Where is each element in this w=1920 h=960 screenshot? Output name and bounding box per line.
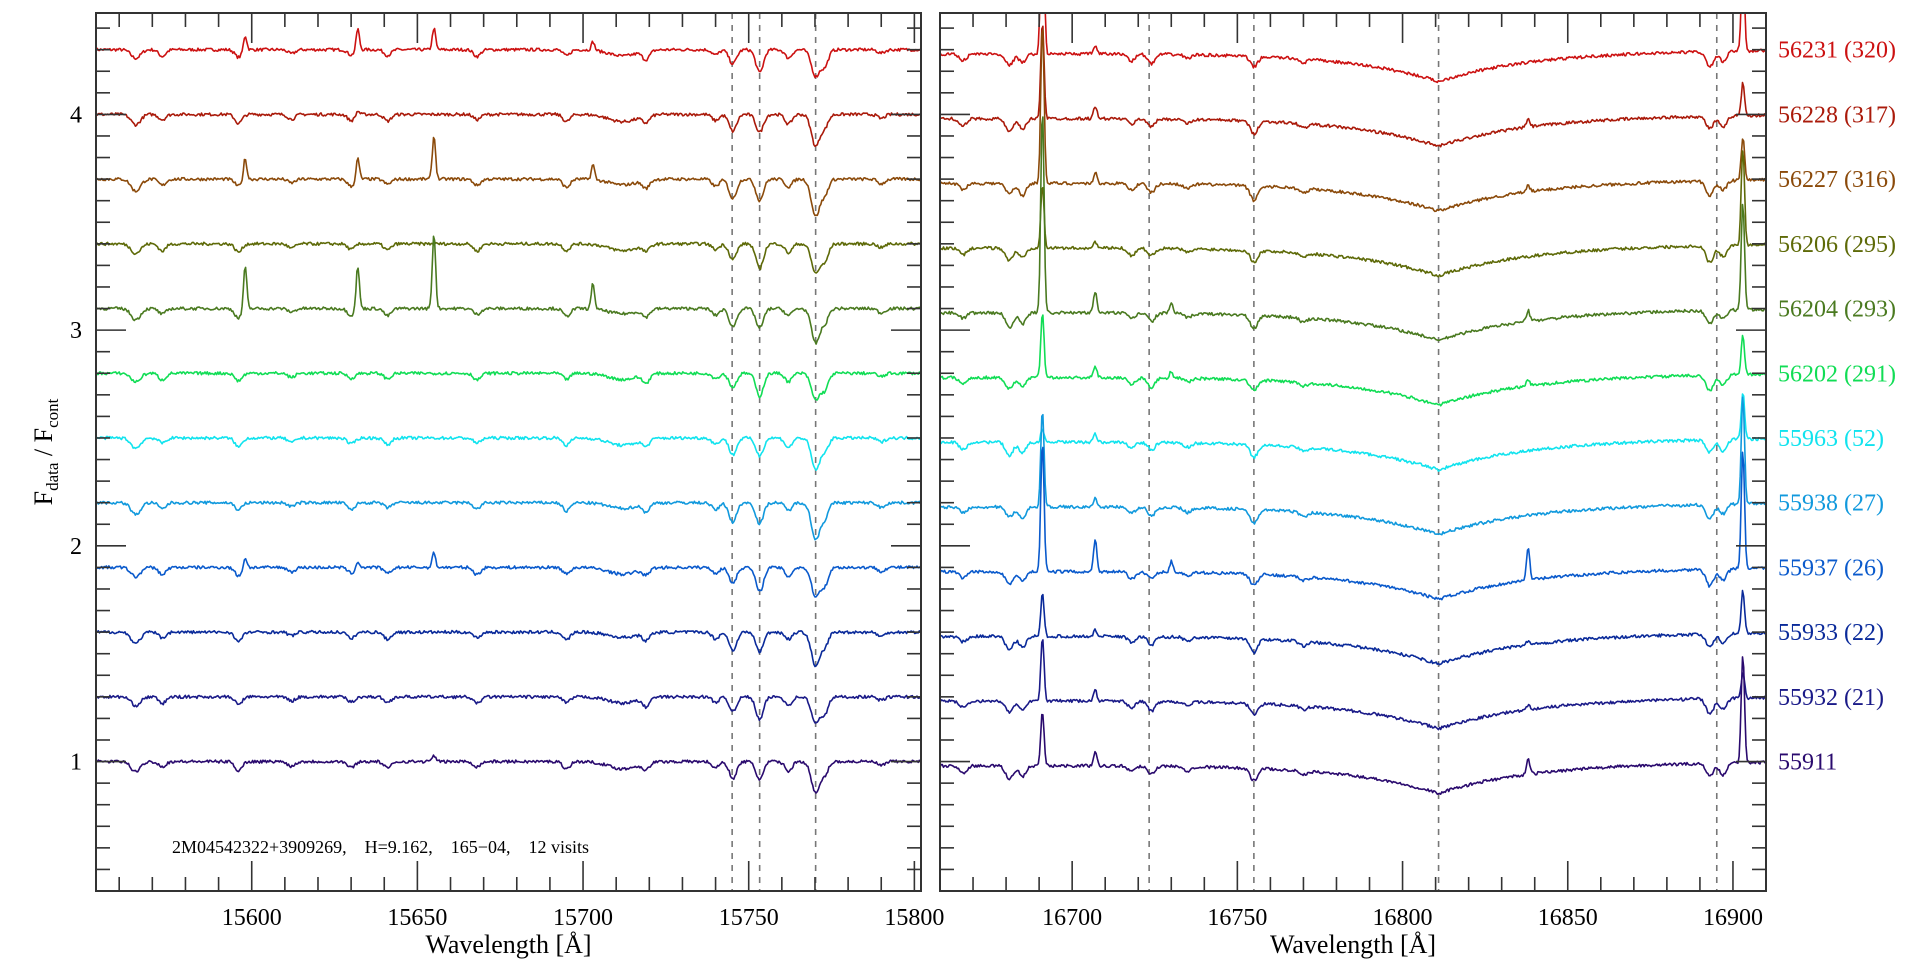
spectrum-line: [96, 110, 921, 148]
x-tick-label: 16750: [1207, 905, 1267, 931]
legend-label: 55911: [1778, 750, 1837, 776]
spectrum-line: [940, 13, 1766, 84]
spectrum-line: [940, 446, 1766, 601]
x-tick-label: 16850: [1538, 905, 1598, 931]
legend-label: 55963 (52): [1778, 426, 1884, 452]
legend-label: 56228 (317): [1778, 102, 1896, 128]
legend-label: 56227 (316): [1778, 167, 1896, 193]
spectrum-line: [96, 371, 921, 401]
y-tick-label: 1: [70, 750, 82, 776]
star-annotation: 2M04542322+3909269, H=9.162, 165−04, 12 …: [172, 837, 589, 857]
spectrum-line: [96, 694, 921, 724]
spectra-group: [940, 13, 1766, 795]
spectrum-line: [96, 500, 921, 541]
spectrum-line: [96, 629, 921, 668]
plot-frame: [939, 12, 1767, 892]
y-label-sub-cont: cont: [43, 398, 62, 428]
right-panel: 16700 16750 16800 16850 16900 Wavelength [Å]: [939, 12, 1767, 959]
spectrum-line: [96, 754, 921, 794]
y-label-sub-data: data: [43, 462, 62, 491]
spectrum-line: [940, 314, 1766, 407]
y-label-main: F: [29, 491, 58, 505]
legend-label: 56204 (293): [1778, 297, 1896, 323]
x-tick-label: 16900: [1703, 905, 1763, 931]
spectrum-line: [96, 136, 921, 217]
x-tick-label: 15700: [553, 905, 613, 931]
legend: 56231 (320) 56228 (317) 56227 (316) 56206 (…: [1778, 38, 1896, 776]
spectra-group: [96, 27, 921, 794]
y-tick-label: 2: [70, 534, 82, 560]
spectrum-line: [940, 589, 1766, 666]
legend-label: 55938 (27): [1778, 491, 1884, 517]
plot-frame: [95, 12, 922, 892]
spectrum-line: [96, 551, 921, 598]
x-axis-label: Wavelength [Å]: [425, 930, 591, 959]
y-tick-label: 4: [70, 102, 82, 128]
x-axis-label: Wavelength [Å]: [1270, 930, 1436, 959]
left-panel: 15600 15650 15700 15750 15800 Wavelength [Å] 1…: [70, 12, 944, 959]
legend-label: 55932 (21): [1778, 685, 1884, 711]
spectrum-line: [940, 656, 1766, 795]
y-label-separator: / F: [29, 428, 58, 463]
y-tick-label: 3: [70, 318, 82, 344]
spectrum-line: [940, 116, 1766, 342]
spectrum-line: [96, 235, 921, 345]
x-tick-label: 15750: [719, 905, 779, 931]
x-tick-label: 16700: [1042, 905, 1102, 931]
legend-label: 55937 (26): [1778, 555, 1884, 581]
spectrum-line: [940, 396, 1766, 536]
legend-label: 56231 (320): [1778, 38, 1896, 64]
y-axis-label: Fdata / Fcont: [29, 398, 62, 505]
spectrum-line: [940, 25, 1766, 148]
x-tick-label: 16800: [1373, 905, 1433, 931]
legend-label: 56206 (295): [1778, 232, 1896, 258]
spectrum-line: [940, 639, 1766, 731]
spectrum-line: [940, 150, 1766, 278]
spectrum-line: [96, 435, 921, 471]
x-tick-label: 15650: [387, 905, 447, 931]
x-tick-label: 15800: [884, 905, 944, 931]
legend-label: 55933 (22): [1778, 620, 1884, 646]
spectrum-line: [940, 393, 1766, 472]
x-tick-label: 15600: [222, 905, 282, 931]
legend-label: 56202 (291): [1778, 361, 1896, 387]
spectrum-line: [940, 29, 1766, 213]
spectrum-line: [96, 241, 921, 274]
spectrum-line: [96, 27, 921, 79]
